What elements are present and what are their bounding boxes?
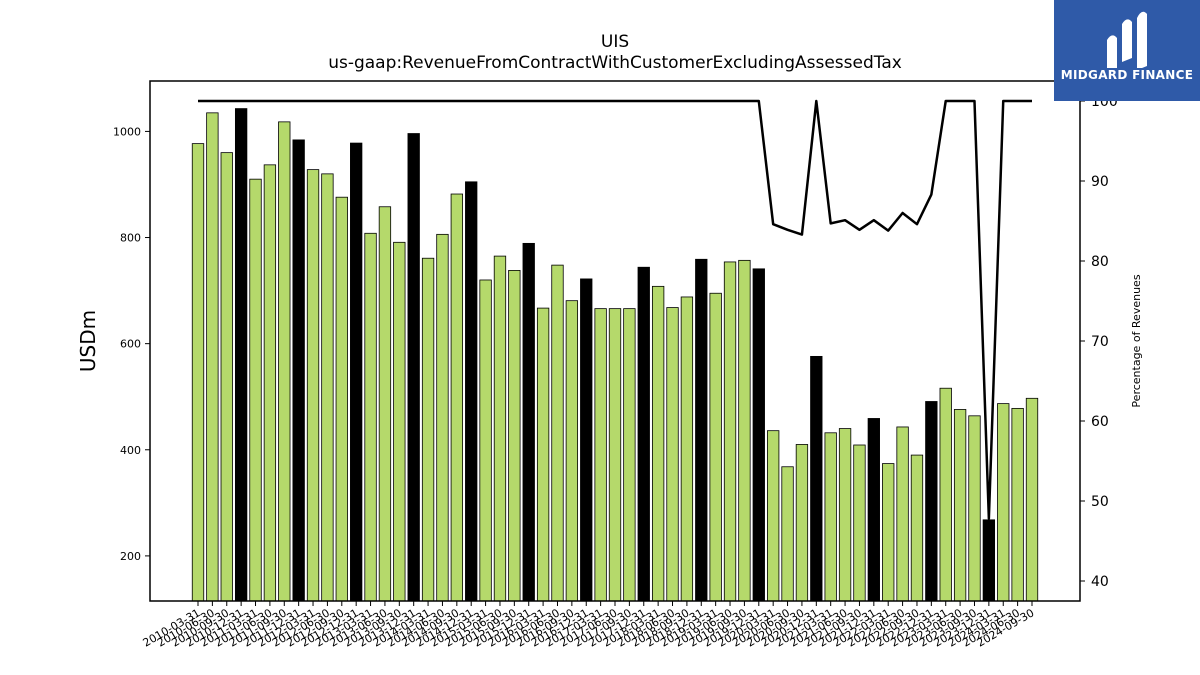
bar bbox=[278, 121, 291, 602]
bar bbox=[536, 307, 550, 602]
bar bbox=[867, 418, 880, 602]
bar bbox=[637, 266, 650, 602]
bar bbox=[321, 173, 334, 602]
logo-text: MIDGARD FINANCE bbox=[1060, 68, 1194, 82]
bar bbox=[723, 261, 737, 602]
logo-mark-icon bbox=[1107, 11, 1147, 68]
bar bbox=[364, 232, 377, 602]
bar bbox=[335, 196, 348, 602]
bar bbox=[220, 152, 233, 602]
bar bbox=[206, 112, 219, 602]
bar bbox=[249, 178, 262, 602]
bar bbox=[767, 430, 780, 602]
bar bbox=[910, 454, 924, 602]
y2-tick-label: 50 bbox=[1091, 494, 1109, 510]
bar bbox=[853, 444, 866, 602]
bar bbox=[263, 164, 277, 602]
chart-title: UIS bbox=[600, 32, 630, 52]
bar bbox=[752, 268, 765, 602]
y-axis-label: USDm bbox=[76, 310, 100, 372]
y2-tick-label: 40 bbox=[1091, 574, 1109, 590]
bar bbox=[407, 133, 420, 602]
bar bbox=[939, 387, 952, 602]
bar bbox=[292, 139, 305, 602]
bar bbox=[522, 242, 535, 602]
bar bbox=[982, 519, 996, 602]
y2-tick-label: 60 bbox=[1091, 414, 1109, 430]
bar bbox=[1025, 397, 1039, 602]
bar bbox=[234, 108, 248, 602]
bar bbox=[493, 255, 507, 602]
bar bbox=[350, 142, 363, 602]
bar bbox=[378, 206, 392, 602]
bar bbox=[781, 466, 794, 602]
bar bbox=[896, 426, 909, 602]
bar bbox=[306, 169, 320, 602]
y-tick-label: 200 bbox=[120, 550, 141, 563]
bar bbox=[191, 143, 205, 602]
bar bbox=[551, 264, 564, 602]
bar bbox=[479, 279, 492, 602]
bar bbox=[436, 233, 449, 602]
bar bbox=[695, 258, 708, 602]
bar bbox=[1011, 407, 1024, 602]
bar bbox=[795, 444, 809, 602]
bar bbox=[997, 403, 1010, 602]
y2-axis-label: Percentage of Revenues bbox=[1130, 274, 1143, 407]
bar bbox=[709, 292, 722, 602]
bar bbox=[608, 308, 622, 602]
bar bbox=[838, 428, 852, 602]
bar bbox=[925, 401, 938, 602]
y-tick-label: 1000 bbox=[113, 125, 141, 138]
bar bbox=[666, 307, 679, 602]
percentage-line bbox=[198, 99, 1032, 520]
bar bbox=[882, 463, 895, 602]
bar bbox=[594, 308, 607, 602]
bar bbox=[738, 259, 751, 602]
chart-subtitle: us-gaap:RevenueFromContractWithCustomerE… bbox=[328, 53, 902, 73]
y2-tick-label: 80 bbox=[1091, 254, 1109, 270]
y-tick-label: 800 bbox=[120, 232, 141, 245]
bar bbox=[565, 300, 579, 602]
y-tick-label: 400 bbox=[120, 444, 141, 457]
y2-tick-label: 70 bbox=[1091, 334, 1109, 350]
bar bbox=[953, 409, 967, 602]
midgard-finance-logo: MIDGARD FINANCE bbox=[1054, 0, 1200, 101]
bar bbox=[393, 241, 406, 602]
bar bbox=[651, 285, 665, 602]
bar bbox=[968, 415, 981, 602]
bar bbox=[580, 278, 593, 602]
bar bbox=[508, 270, 521, 602]
bar bbox=[810, 355, 823, 602]
bar bbox=[421, 257, 435, 602]
bar bbox=[824, 432, 837, 602]
bar bbox=[450, 193, 463, 602]
bar bbox=[680, 296, 694, 602]
bar bbox=[623, 308, 636, 602]
y2-tick-label: 90 bbox=[1091, 174, 1109, 190]
y-tick-label: 600 bbox=[120, 338, 141, 351]
bar bbox=[465, 181, 478, 602]
